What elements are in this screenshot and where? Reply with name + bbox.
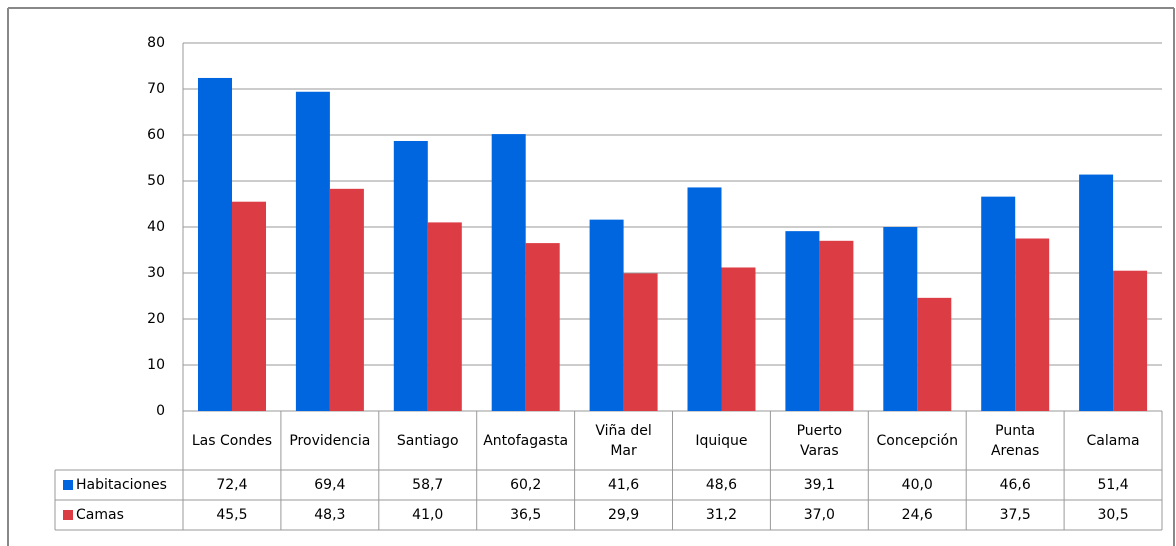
bar <box>427 222 462 411</box>
bar <box>525 243 560 411</box>
x-tick-label: Providencia <box>289 432 371 449</box>
bar <box>785 231 820 411</box>
table-value: 36,5 <box>510 507 541 523</box>
table-value: 72,4 <box>216 477 247 493</box>
x-tick-label: Puerto Varas <box>796 422 843 459</box>
y-tick-label: 80 <box>147 35 165 51</box>
y-tick-label: 20 <box>147 311 165 327</box>
bar <box>687 187 722 411</box>
table-value: 31,2 <box>706 507 737 523</box>
y-tick-label: 30 <box>147 265 165 281</box>
y-tick-label: 60 <box>147 127 165 143</box>
y-tick-label: 40 <box>147 219 165 235</box>
table-value: 29,9 <box>608 507 639 523</box>
bar <box>393 140 428 412</box>
table-value: 69,4 <box>314 477 345 493</box>
bar <box>623 273 658 411</box>
bar <box>198 77 232 412</box>
bar <box>721 267 756 411</box>
x-tick-label: Las Condes <box>191 432 273 449</box>
y-tick-label: 10 <box>147 357 165 373</box>
bar <box>232 201 266 411</box>
table-value: 45,5 <box>216 507 247 523</box>
table-value: 30,5 <box>1097 507 1128 523</box>
legend-label: Habitaciones <box>76 477 167 493</box>
table-value: 41,0 <box>412 507 443 523</box>
bar <box>883 227 918 411</box>
table-value: 37,0 <box>804 507 835 523</box>
bar <box>917 297 952 411</box>
bar <box>1015 238 1050 411</box>
table-value: 51,4 <box>1097 477 1128 493</box>
x-tick-label: Concepción <box>876 432 958 449</box>
table-value: 40,0 <box>902 477 933 493</box>
bar <box>1079 174 1114 411</box>
y-tick-label: 0 <box>156 403 165 419</box>
bar <box>295 91 330 411</box>
bar <box>981 196 1016 411</box>
table-value: 60,2 <box>510 477 541 493</box>
x-tick-label: Punta Arenas <box>990 422 1040 459</box>
y-tick-label: 50 <box>147 173 165 189</box>
table-value: 48,6 <box>706 477 737 493</box>
bar <box>329 188 364 411</box>
bar <box>589 219 624 411</box>
table-value: 58,7 <box>412 477 443 493</box>
table-value: 41,6 <box>608 477 639 493</box>
legend-key <box>63 510 73 520</box>
table-value: 24,6 <box>902 507 933 523</box>
table-value: 39,1 <box>804 477 835 493</box>
x-tick-label: Antofagasta <box>483 432 569 449</box>
y-tick-label: 70 <box>147 81 165 97</box>
x-tick-label: Iquique <box>695 432 748 449</box>
bar <box>491 134 526 411</box>
legend-key <box>63 480 73 490</box>
bar <box>819 240 854 411</box>
table-value: 46,6 <box>1000 477 1031 493</box>
legend-label: Camas <box>76 507 124 523</box>
x-tick-label: Calama <box>1086 432 1140 449</box>
table-value: 48,3 <box>314 507 345 523</box>
bar <box>1113 270 1148 411</box>
table-value: 37,5 <box>1000 507 1031 523</box>
x-tick-label: Viña del Mar <box>595 422 652 459</box>
x-tick-label: Santiago <box>396 432 459 449</box>
